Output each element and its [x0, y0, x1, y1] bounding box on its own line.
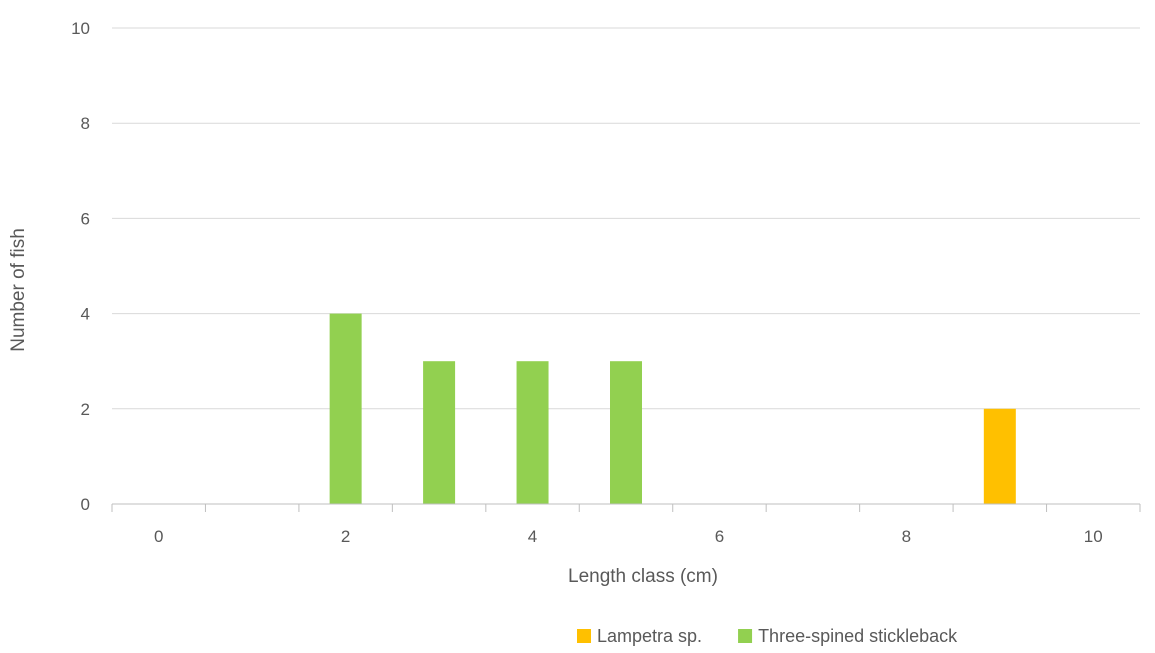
y-tick-label-10: 10: [71, 19, 90, 38]
y-tick-label-6: 6: [81, 209, 90, 228]
x-axis-title: Length class (cm): [568, 566, 718, 587]
gridlines: [112, 27, 1140, 410]
x-tick-label-2: 2: [341, 527, 350, 546]
bar-series-0-9: [983, 408, 1016, 504]
legend-label-0: Lampetra sp.: [597, 626, 702, 646]
x-axis: 0 2 4 6 8 10: [111, 503, 1141, 546]
y-axis: 0 2 4 6 8 10: [71, 19, 90, 514]
x-tick-label-8: 8: [902, 527, 911, 546]
bar-series-1-5: [610, 361, 642, 504]
legend-swatch-1: [738, 629, 753, 643]
bar-series-1-2: [329, 313, 362, 504]
x-tick-label-10: 10: [1084, 527, 1103, 546]
bars: [329, 313, 1016, 504]
bar-series-1-3: [423, 361, 456, 504]
legend-label-1: Three-spined stickleback: [758, 626, 958, 646]
x-tick-label-6: 6: [715, 527, 724, 546]
y-tick-label-8: 8: [81, 114, 90, 133]
y-tick-label-4: 4: [81, 305, 90, 324]
x-tick-label-4: 4: [528, 527, 537, 546]
y-tick-label-0: 0: [81, 495, 90, 514]
y-axis-title: Number of fish: [8, 228, 29, 352]
legend: Lampetra sp. Three-spined stickleback: [577, 626, 958, 646]
bar-series-1-4: [516, 361, 549, 504]
x-tick-label-0: 0: [154, 527, 163, 546]
y-tick-label-2: 2: [81, 400, 90, 419]
legend-swatch-0: [577, 629, 591, 643]
